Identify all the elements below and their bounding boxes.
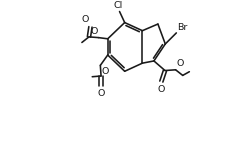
Text: O: O bbox=[101, 67, 109, 76]
Text: Cl: Cl bbox=[113, 1, 122, 10]
Text: O: O bbox=[97, 89, 105, 98]
Text: O: O bbox=[82, 15, 89, 24]
Text: O: O bbox=[91, 26, 98, 36]
Text: O: O bbox=[158, 85, 165, 94]
Text: Br: Br bbox=[177, 23, 188, 32]
Text: O: O bbox=[176, 59, 183, 68]
